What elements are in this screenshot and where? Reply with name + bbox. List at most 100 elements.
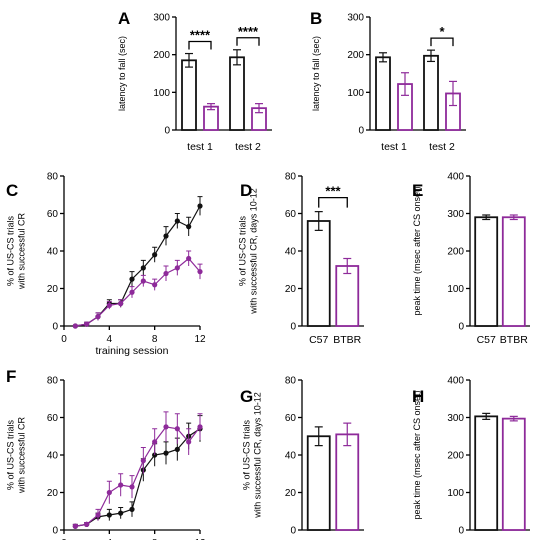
y-axis-label: peak time (msec after CS onset): [412, 390, 422, 519]
point-btbr: [129, 289, 135, 295]
significance-label: ****: [190, 28, 211, 43]
bar-btbr: [335, 433, 360, 531]
point-btbr: [72, 523, 78, 529]
bar-c57: [474, 415, 499, 531]
panel-label: D: [240, 181, 252, 200]
x-tick-label: 0: [61, 538, 67, 540]
y-tick-label: 200: [347, 50, 364, 61]
y-tick-label: 80: [285, 376, 297, 387]
x-tick-label: 0: [61, 334, 67, 345]
x-tick-label: C57: [477, 334, 496, 346]
series-line-c57: [75, 205, 201, 327]
y-axis-label: with successful CR, days 10-12: [249, 188, 259, 315]
point-btbr: [186, 255, 192, 262]
y-tick-label: 80: [285, 172, 297, 183]
bar-c57: [306, 435, 331, 531]
panel-label: G: [240, 387, 253, 406]
point-c57: [174, 446, 180, 452]
x-tick-label: 8: [152, 334, 158, 345]
y-tick-label: 20: [47, 284, 59, 295]
x-tick-label: 4: [107, 538, 113, 540]
y-tick-label: 100: [347, 88, 364, 99]
point-btbr: [118, 482, 124, 488]
point-c57: [140, 265, 146, 271]
panel-label: B: [310, 9, 322, 28]
y-tick-label: 100: [153, 88, 170, 99]
x-tick-label: C57: [477, 538, 496, 540]
bar-btbr: [501, 417, 526, 531]
y-tick-label: 200: [447, 451, 464, 462]
y-tick-label: 20: [285, 488, 297, 499]
x-tick-label: 4: [107, 334, 113, 345]
series-line-btbr: [75, 426, 201, 527]
y-tick-label: 20: [285, 284, 297, 295]
point-c57: [163, 233, 169, 239]
panel-label: H: [412, 387, 424, 406]
y-tick-label: 0: [164, 126, 170, 137]
bar-c57: [306, 220, 331, 327]
bar-c57: [181, 59, 197, 131]
point-btbr: [84, 521, 90, 527]
point-c57: [129, 506, 135, 512]
y-axis-label: with successful CR: [17, 212, 27, 290]
y-axis-label: with successful CR: [17, 416, 27, 494]
point-btbr: [140, 278, 146, 284]
y-tick-label: 200: [447, 247, 464, 258]
panel-label: F: [6, 367, 16, 386]
point-btbr: [140, 458, 146, 464]
y-tick-label: 60: [285, 209, 297, 220]
y-tick-label: 0: [290, 322, 296, 333]
x-tick-label: C57: [309, 334, 328, 346]
y-tick-label: 0: [290, 526, 296, 537]
x-tick-label: 12: [194, 334, 206, 345]
bar-c57: [375, 56, 391, 131]
series-line-btbr: [75, 257, 201, 327]
y-tick-label: 200: [153, 50, 170, 61]
point-c57: [106, 512, 112, 518]
point-btbr: [152, 282, 158, 288]
x-tick-label: BTBR: [333, 334, 361, 346]
point-c57: [152, 252, 158, 258]
significance-bracket: [430, 37, 454, 47]
y-axis-label: with successful CR, days 10-12: [253, 392, 263, 519]
point-btbr: [106, 489, 112, 496]
significance-label: ***: [325, 184, 341, 199]
point-btbr: [174, 265, 180, 271]
y-axis-label: % of US-CS trials: [238, 215, 248, 286]
bar-c57: [474, 216, 499, 327]
point-btbr: [163, 424, 169, 430]
y-axis-label: % of US-CS trials: [6, 419, 16, 490]
point-btbr: [197, 424, 203, 430]
point-btbr: [163, 270, 169, 277]
point-btbr: [72, 323, 78, 329]
y-tick-label: 300: [447, 209, 464, 220]
point-c57: [197, 203, 203, 209]
bar-btbr: [335, 265, 360, 327]
point-btbr: [84, 321, 90, 327]
x-axis-label: training session: [96, 345, 169, 357]
significance-label: ****: [238, 24, 259, 39]
y-axis-label: % of US-CS trials: [6, 215, 16, 286]
significance-bracket: [318, 196, 348, 208]
y-tick-label: 0: [458, 322, 464, 333]
y-tick-label: 40: [47, 247, 59, 258]
y-tick-label: 40: [285, 247, 297, 258]
y-tick-label: 0: [52, 526, 58, 537]
point-btbr: [174, 426, 180, 432]
y-tick-label: 80: [47, 172, 59, 183]
panel-label: A: [118, 9, 130, 28]
y-axis-label: peak time (msec after CS onset): [412, 186, 422, 315]
y-tick-label: 300: [347, 13, 364, 24]
y-tick-label: 60: [47, 209, 59, 220]
significance-bracket: [236, 37, 260, 46]
y-tick-label: 0: [458, 526, 464, 537]
y-tick-label: 300: [447, 413, 464, 424]
x-tick-label: C57: [309, 538, 328, 540]
x-tick-label: test 2: [235, 141, 261, 153]
y-tick-label: 0: [358, 126, 364, 137]
point-btbr: [197, 269, 203, 275]
panel-label: E: [412, 181, 423, 200]
point-btbr: [95, 512, 101, 518]
x-tick-label: BTBR: [500, 538, 528, 540]
